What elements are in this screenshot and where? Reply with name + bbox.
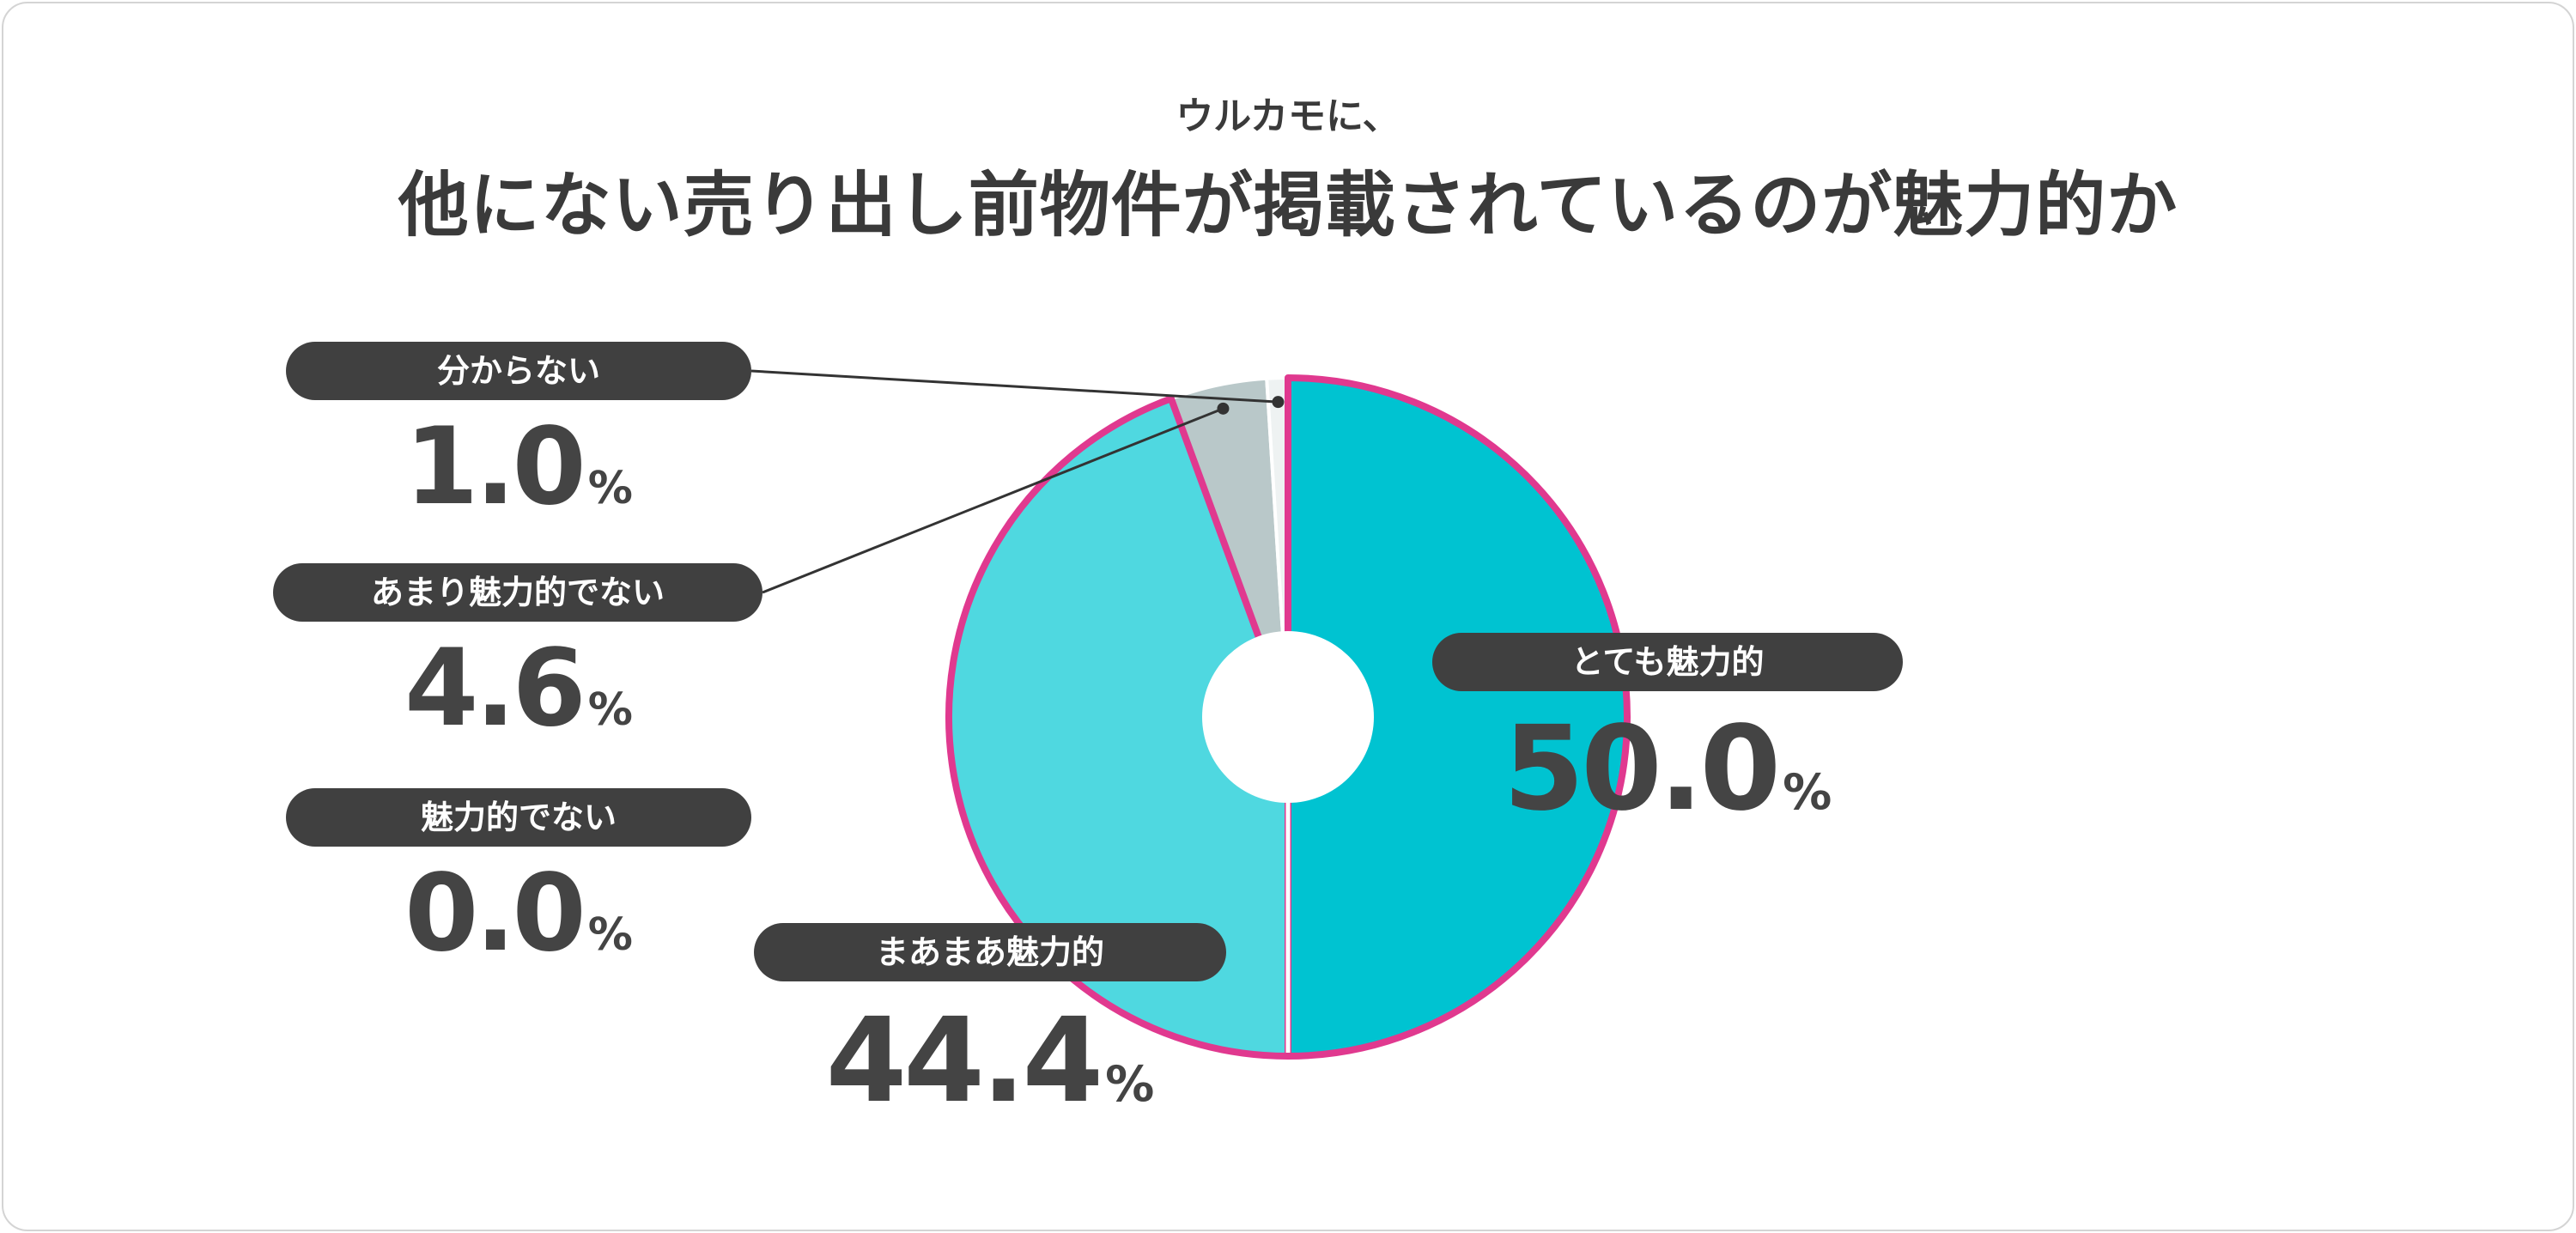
chart-title: 他にない売り出し前物件が掲載されているのが魅力的か — [398, 165, 2178, 246]
label-pill-wakaranai: 分からない — [286, 342, 751, 400]
pie-center-hole — [1202, 631, 1374, 803]
label-pill-amari: あまり魅力的でない — [273, 563, 762, 622]
pie-highlight-totemo — [1285, 374, 1631, 1060]
value-number-miryokuteki-denai: 0.0 — [404, 852, 586, 975]
value-maamaa: 44.4% — [754, 1003, 1226, 1120]
legend-label-totemo: とても魅力的 — [1571, 643, 1765, 681]
value-wakaranai: 1.0% — [286, 414, 751, 520]
chart-subtitle: ウルカモに、 — [1176, 94, 1400, 138]
label-pill-totemo: とても魅力的 — [1432, 633, 1903, 691]
value-number-wakaranai: 1.0 — [404, 405, 586, 529]
value-unit-wakaranai: % — [587, 463, 633, 514]
legend-label-maamaa: まあまあ魅力的 — [875, 933, 1104, 971]
value-amari: 4.6% — [286, 635, 751, 742]
value-unit-maamaa: % — [1105, 1056, 1155, 1113]
legend-label-amari: あまり魅力的でない — [370, 574, 665, 611]
value-number-totemo: 50.0 — [1503, 702, 1782, 837]
value-unit-amari: % — [587, 684, 633, 736]
value-number-amari: 4.6 — [404, 627, 586, 750]
label-pill-maamaa: まあまあ魅力的 — [754, 923, 1226, 981]
value-unit-totemo: % — [1783, 764, 1832, 821]
legend-label-miryokuteki-denai: 魅力的でない — [420, 799, 617, 836]
value-unit-miryokuteki-denai: % — [587, 909, 633, 961]
leader-dot-wakaranai — [1272, 396, 1285, 409]
value-miryokuteki-denai: 0.0% — [286, 860, 751, 967]
value-number-maamaa: 44.4 — [825, 993, 1104, 1129]
pie-highlight-maamaa — [945, 395, 1291, 1060]
leader-line-wakaranai — [750, 369, 1279, 404]
value-totemo: 50.0% — [1432, 711, 1903, 828]
label-pill-miryokuteki-denai: 魅力的でない — [286, 788, 751, 847]
legend-label-wakaranai: 分からない — [436, 352, 600, 390]
leader-dot-amari — [1217, 402, 1230, 415]
leader-line-amari — [762, 407, 1224, 594]
